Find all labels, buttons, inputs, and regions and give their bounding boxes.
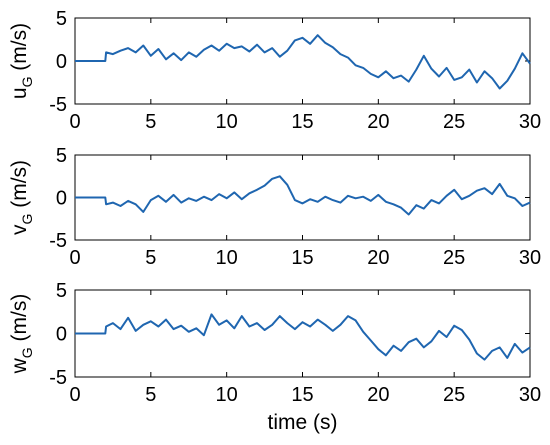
axes-box	[74, 289, 531, 378]
y-axis-label: vG (m/s)	[8, 160, 35, 235]
x-tick-label: 15	[291, 384, 313, 406]
y-tick-label: 0	[56, 51, 67, 73]
x-tick-label: 20	[367, 384, 389, 406]
x-tick-label: 0	[69, 111, 80, 133]
y-axis-label: wG (m/s)	[8, 294, 35, 375]
x-tick-label: 0	[69, 247, 80, 269]
axes-box	[74, 154, 531, 241]
x-tick-label: 30	[519, 247, 541, 269]
y-tick-label: -5	[49, 94, 67, 116]
axes-box	[74, 17, 531, 105]
series-line	[75, 34, 531, 90]
y-axis-label-subscript: G	[19, 214, 35, 225]
y-tick-label: 5	[56, 145, 67, 167]
y-axis-label-subscript: G	[19, 347, 35, 358]
x-tick-label: 10	[216, 384, 238, 406]
series-line	[75, 313, 531, 361]
x-tick-label: 30	[519, 384, 541, 406]
x-tick-label: 5	[145, 247, 156, 269]
y-axis-label-main: w	[8, 357, 31, 374]
y-axis-label-unit: (m/s)	[8, 160, 31, 214]
x-tick-label: 30	[519, 111, 541, 133]
y-axis-label-unit: (m/s)	[8, 294, 31, 348]
x-tick-label: 15	[291, 247, 313, 269]
x-tick-label: 20	[367, 247, 389, 269]
x-tick-label: 5	[145, 384, 156, 406]
x-tick-label: 0	[69, 384, 80, 406]
x-axis-label: time (s)	[268, 411, 338, 434]
y-tick-label: 5	[56, 8, 67, 30]
x-tick-label: 10	[216, 247, 238, 269]
y-tick-label: 0	[56, 324, 67, 346]
y-tick-label: 5	[56, 280, 67, 302]
x-tick-label: 25	[443, 247, 465, 269]
x-tick-label: 15	[291, 111, 313, 133]
x-tick-label: 10	[216, 111, 238, 133]
x-tick-label: 5	[145, 111, 156, 133]
y-tick-label: -5	[49, 367, 67, 389]
x-tick-label: 20	[367, 111, 389, 133]
y-tick-label: 0	[56, 188, 67, 210]
x-tick-label: 25	[443, 111, 465, 133]
y-axis-label-main: v	[8, 224, 31, 235]
x-tick-label: 25	[443, 384, 465, 406]
y-axis-label-main: u	[8, 87, 31, 99]
y-axis-label-unit: (m/s)	[8, 23, 31, 77]
y-tick-label: -5	[49, 230, 67, 252]
series-line	[75, 175, 531, 216]
y-axis-label: uG (m/s)	[8, 23, 35, 99]
y-axis-label-subscript: G	[19, 77, 35, 88]
